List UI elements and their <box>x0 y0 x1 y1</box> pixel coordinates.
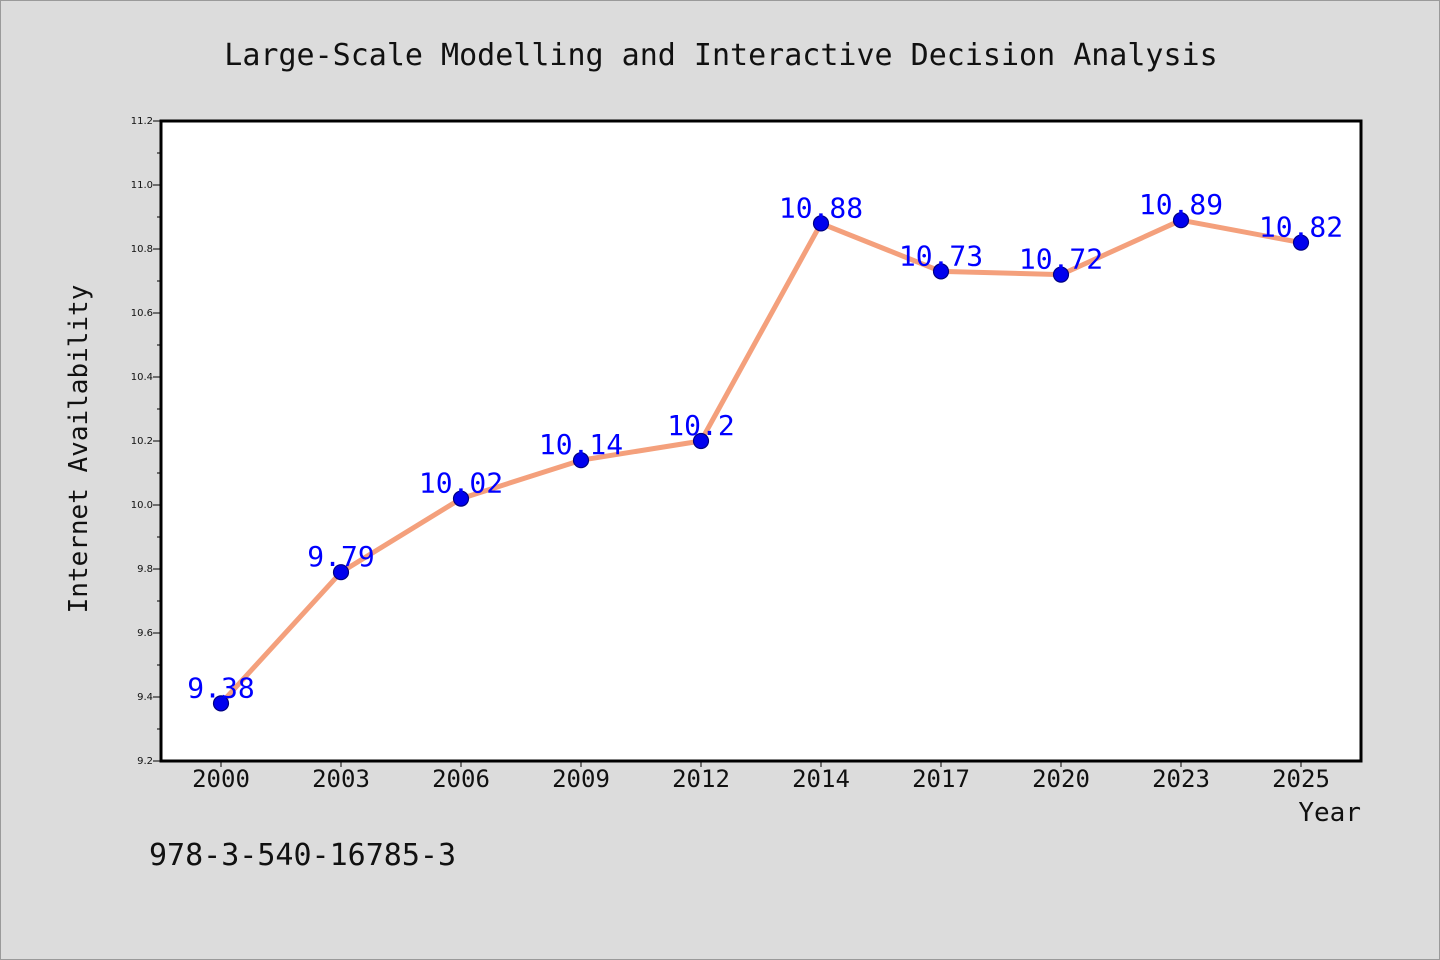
isbn-annotation: 978-3-540-16785-3 <box>149 838 456 873</box>
data-label: 10.73 <box>899 239 983 272</box>
y-tick-label: 9.4 <box>137 692 153 703</box>
data-label: 10.88 <box>779 191 863 224</box>
data-point-marker <box>1292 234 1310 251</box>
x-tick-label: 2023 <box>1152 765 1210 793</box>
x-tick-label: 2025 <box>1272 765 1330 793</box>
x-tick-label: 2009 <box>552 765 610 793</box>
y-tick-label: 10.2 <box>131 436 153 447</box>
x-tick-label: 2006 <box>432 765 490 793</box>
x-axis-label: Year <box>1298 798 1361 828</box>
y-tick-label: 9.8 <box>137 564 153 575</box>
x-axis: 2000 2003 2006 2009 2012 2014 2017 2020 2023 2025 <box>192 761 1330 793</box>
y-tick-label: 10.8 <box>131 244 153 255</box>
data-point-marker <box>812 215 830 232</box>
y-tick-label: 9.6 <box>137 628 153 639</box>
data-label: 10.89 <box>1139 188 1223 221</box>
data-label: 9.79 <box>307 540 374 573</box>
x-tick-label: 2020 <box>1032 765 1090 793</box>
x-tick-label: 2000 <box>192 765 250 793</box>
y-axis: 9.2 9.4 9.6 9.8 10.0 10.2 10.4 10.6 10.8 11.0 11.2 <box>131 116 161 767</box>
data-label: 9.38 <box>187 671 254 704</box>
y-tick-label: 10.6 <box>131 308 153 319</box>
data-point-marker <box>572 452 590 469</box>
x-tick-label: 2014 <box>792 765 850 793</box>
y-tick-label: 11.0 <box>131 180 153 191</box>
x-tick-label: 2012 <box>672 765 730 793</box>
data-point-marker <box>452 490 470 507</box>
y-tick-label: 10.0 <box>131 500 153 511</box>
y-axis-label: Internet Availability <box>64 285 94 614</box>
data-label: 10.72 <box>1019 243 1103 276</box>
data-label: 10.14 <box>539 428 623 461</box>
series-line-group <box>212 212 1310 712</box>
data-label: 10.02 <box>419 467 503 500</box>
series-line <box>218 217 1304 706</box>
chart-title: Large-Scale Modelling and Interactive De… <box>224 38 1217 73</box>
y-tick-label: 9.2 <box>137 756 153 767</box>
data-label: 10.82 <box>1259 211 1343 244</box>
data-point-marker <box>212 695 230 712</box>
data-label: 10.2 <box>667 409 734 442</box>
data-point-marker <box>332 564 350 581</box>
data-point-marker <box>1172 212 1190 229</box>
y-tick-label: 10.4 <box>131 372 153 383</box>
y-tick-label: 11.2 <box>131 116 153 127</box>
data-point-marker <box>692 432 710 450</box>
data-point-marker <box>932 263 950 280</box>
x-tick-label: 2003 <box>312 765 370 793</box>
data-labels-group: 9.38 9.79 10.02 10.14 10.2 10.88 10.73 10.72 10.… <box>187 188 1343 704</box>
x-tick-label: 2017 <box>912 765 970 793</box>
data-point-marker <box>1052 266 1070 283</box>
